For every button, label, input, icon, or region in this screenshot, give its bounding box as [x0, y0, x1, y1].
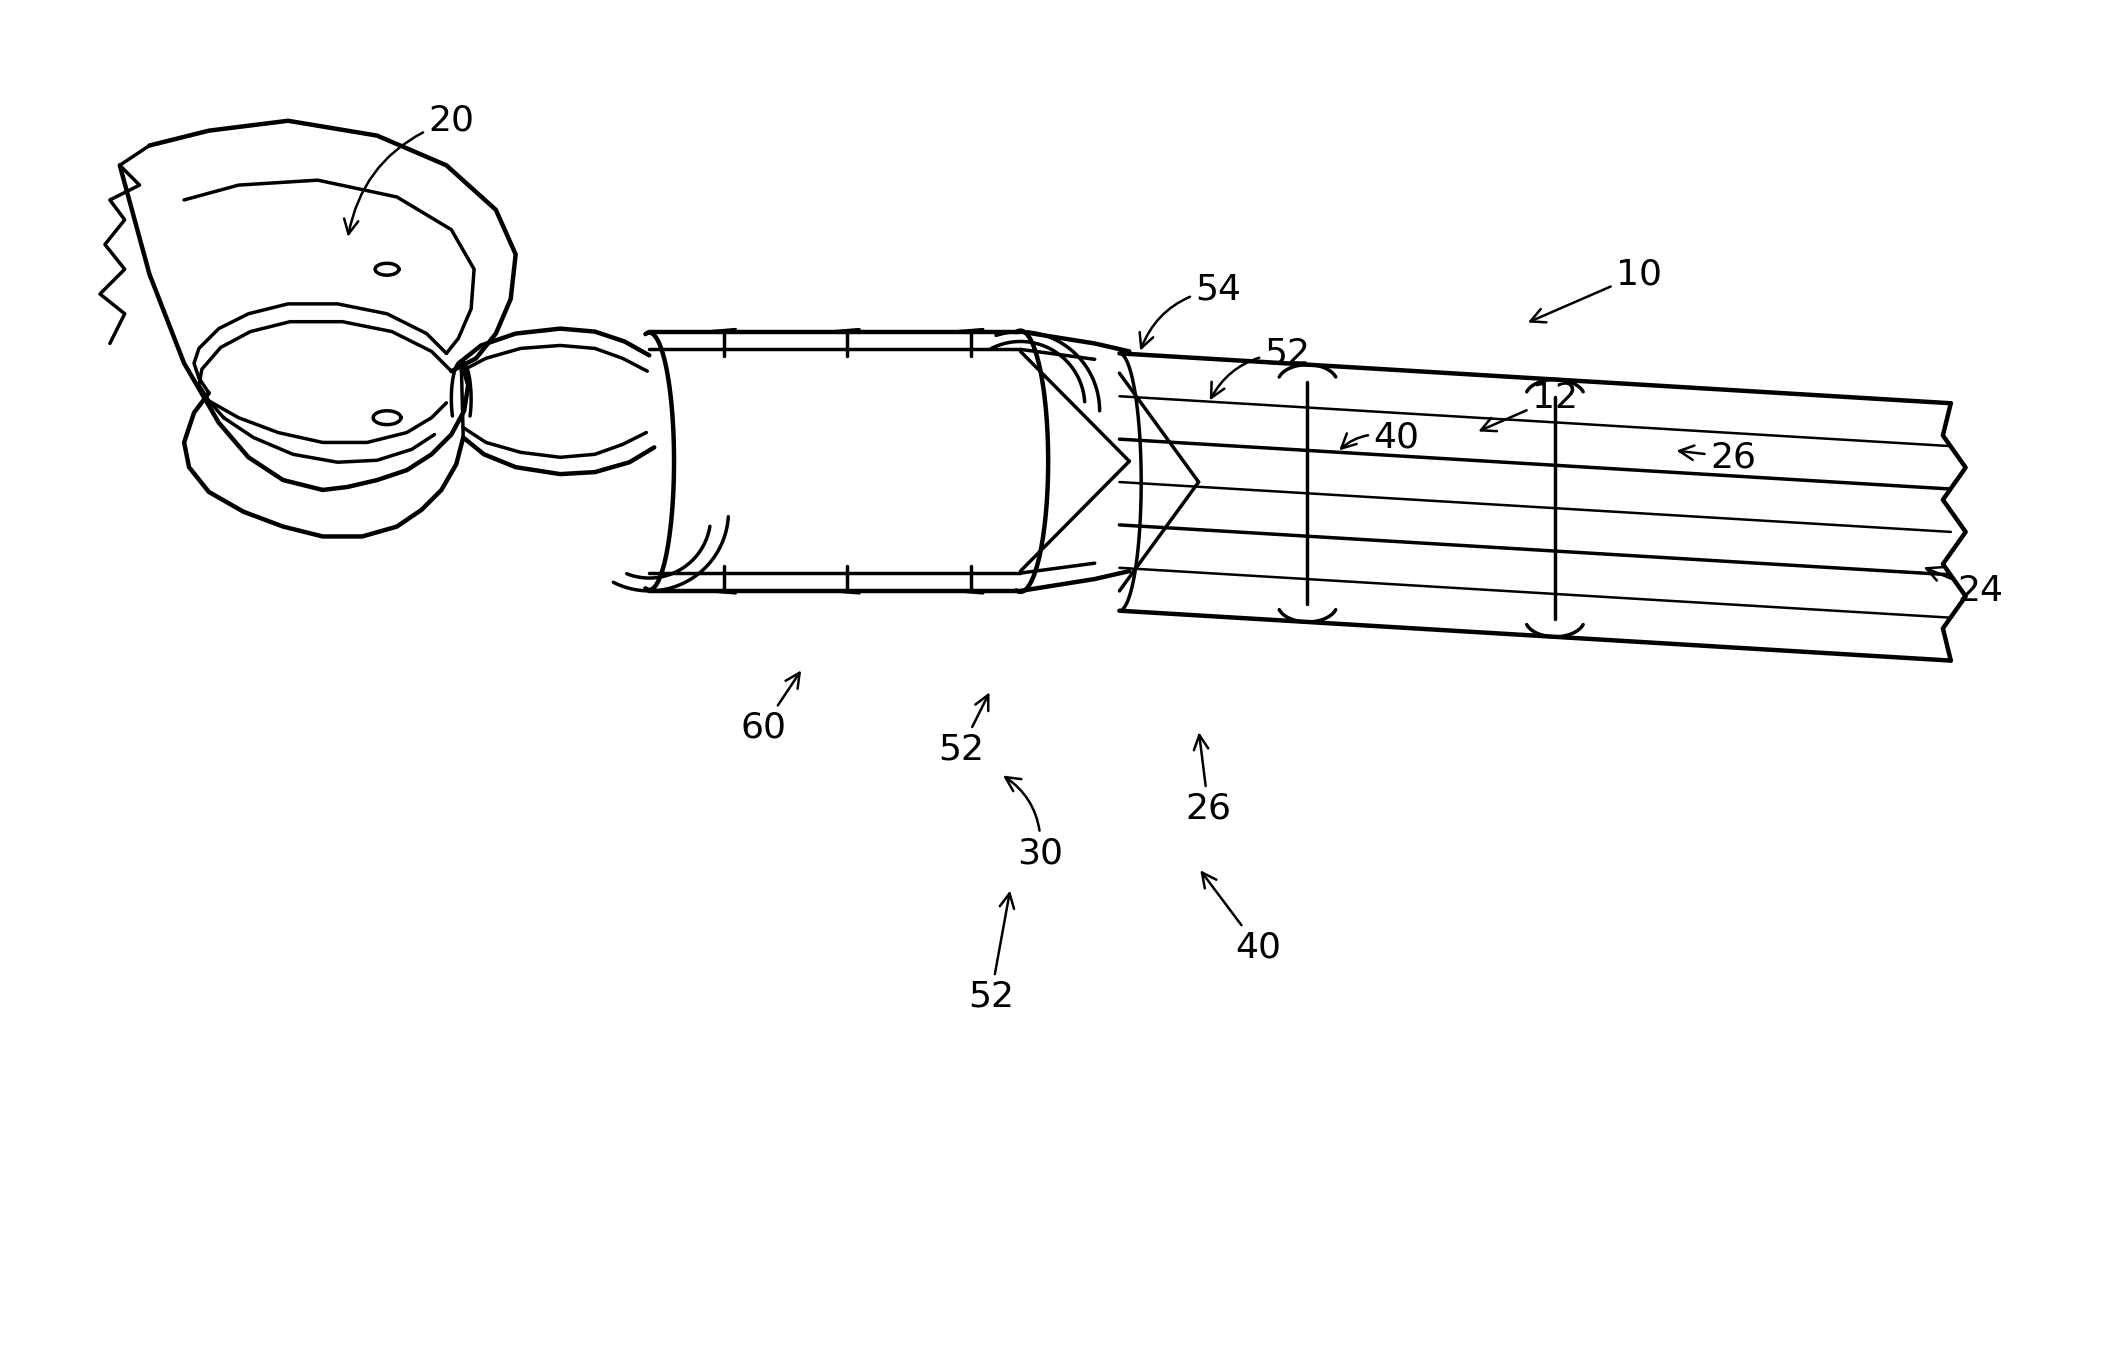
Text: 52: 52	[938, 694, 989, 766]
Text: 30: 30	[1006, 777, 1064, 871]
Text: 26: 26	[1678, 441, 1757, 475]
Text: 20: 20	[345, 104, 474, 235]
Text: 60: 60	[740, 673, 800, 744]
Text: 26: 26	[1185, 735, 1232, 826]
Text: 40: 40	[1202, 872, 1280, 964]
Text: 52: 52	[968, 894, 1015, 1014]
Text: 24: 24	[1927, 567, 2004, 607]
Text: 40: 40	[1342, 420, 1419, 454]
Text: 52: 52	[1210, 336, 1310, 397]
Text: 10: 10	[1529, 258, 1661, 323]
Text: 12: 12	[1480, 381, 1578, 431]
Text: 54: 54	[1140, 273, 1242, 348]
